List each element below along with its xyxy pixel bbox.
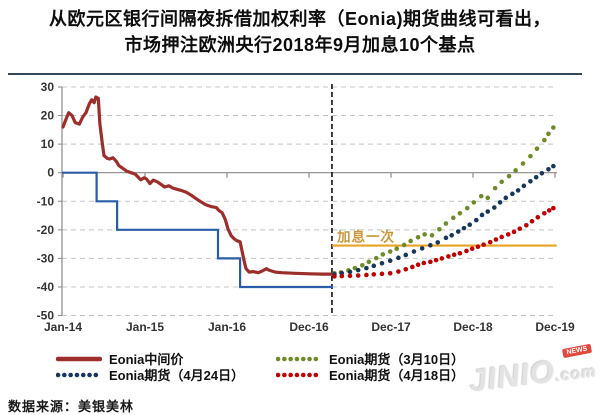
svg-text:Jan-16: Jan-16 [208,320,246,334]
futures-apr24-dots-swatch [56,372,102,377]
legend-label: Eonia中间价 [109,352,184,367]
futures-apr18-dots-swatch [276,372,322,377]
legend-label: Eonia期货（4月24日） [109,368,245,383]
svg-text:-20: -20 [37,223,55,237]
svg-text:-10: -10 [37,194,55,208]
title-divider [8,73,582,75]
eonia-mid-line-swatch [56,356,102,361]
svg-text:-40: -40 [37,280,55,294]
svg-text:-50: -50 [37,309,55,323]
series-eonia--line [61,95,334,276]
watermark-suffix: .com [554,363,598,386]
svg-text:-30: -30 [37,251,55,265]
chart-title-line2: 市场押注欧洲央行2018年9月加息10个基点 [124,35,476,55]
legend-label: Eonia期货（3月10日） [329,352,465,367]
series-eonia-3-10--dots [332,125,556,276]
legend-item-futures-mar10: Eonia期货（3月10日） [276,349,464,368]
legend-label: Eonia期货（4月18日） [329,368,465,383]
legend-item-eonia-mid: Eonia中间价 [56,349,183,368]
data-source-note: 数据来源：美银美林 [8,399,135,414]
chart-title-line1: 从欧元区银行间隔夜拆借加权利率（Eonia)期货曲线可看出， [49,9,551,29]
y-gridlines [58,86,557,317]
x-tick-labels: Jan-14 Jan-15 Jan-16 Dec-16 Dec-17 Dec-18 Dec-… [44,320,575,334]
svg-text:Dec-17: Dec-17 [371,320,411,334]
svg-text:20: 20 [41,109,55,123]
svg-text:Dec-19: Dec-19 [535,320,575,334]
legend-item-futures-apr24: Eonia期货（4月24日） [56,365,244,384]
series-eonia-4-24--dots [332,163,556,277]
series-eonia-4-18--dots [332,205,556,279]
rate-hike-once-label: 加息一次 [336,229,395,245]
svg-text:Jan-15: Jan-15 [126,320,164,334]
svg-text:Jan-14: Jan-14 [44,320,82,334]
svg-text:Dec-16: Dec-16 [289,320,329,334]
legend-item-futures-apr18: Eonia期货（4月18日） [276,365,464,384]
futures-mar10-dots-swatch [276,356,322,361]
svg-text:10: 10 [41,137,55,151]
y-tick-labels: 30 20 10 0 -10 -20 -30 -40 -50 [37,80,55,323]
series-deposit-rate-step-line [61,171,334,289]
chart-title: 从欧元区银行间隔夜拆借加权利率（Eonia)期货曲线可看出， 市场押注欧洲央行2… [0,6,600,58]
svg-text:0: 0 [47,166,54,180]
svg-text:30: 30 [41,80,55,94]
x-axis [62,172,557,178]
svg-text:Dec-18: Dec-18 [453,320,493,334]
